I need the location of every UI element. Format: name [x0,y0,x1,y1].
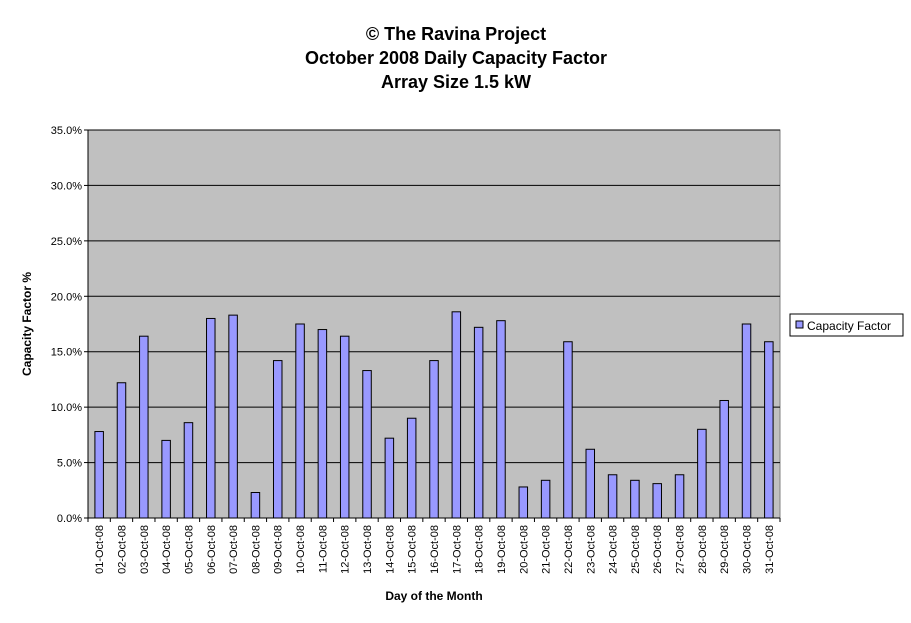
bar-26-Oct-08 [652,483,662,519]
legend-swatch [795,320,804,329]
bar-30-Oct-08 [741,323,752,519]
x-tick-label: 18-Oct-08 [474,525,486,574]
bar-29-Oct-08 [719,399,729,519]
bar-15-Oct-08 [406,417,417,519]
bar-11-Oct-08 [317,329,328,519]
x-tick-label: 12-Oct-08 [340,525,352,574]
y-tick-label: 30.0% [51,180,82,192]
x-tick-label: 17-Oct-08 [451,525,463,574]
x-tick-label: 04-Oct-08 [161,525,173,574]
x-tick-label: 16-Oct-08 [429,525,441,574]
x-tick-label: 26-Oct-08 [652,525,664,574]
y-tick-label: 20.0% [51,291,82,303]
chart-title: © The Ravina Project October 2008 Daily … [305,24,607,92]
y-tick-label: 0.0% [57,513,82,525]
x-tick-label: 01-Oct-08 [94,525,106,574]
x-tick-label: 20-Oct-08 [518,525,530,574]
y-tick-label: 5.0% [57,458,82,470]
bar-27-Oct-08 [674,474,685,519]
title-line-3: Array Size 1.5 kW [381,72,531,92]
bar-13-Oct-08 [362,370,372,519]
x-tick-label: 21-Oct-08 [541,525,553,574]
bar-18-Oct-08 [473,326,484,519]
x-tick-label: 15-Oct-08 [407,525,419,574]
x-tick-label: 27-Oct-08 [675,525,687,574]
bar-20-Oct-08 [518,486,529,519]
title-line-2: October 2008 Daily Capacity Factor [305,48,607,68]
bar-21-Oct-08 [540,479,551,519]
bar-12-Oct-08 [339,335,350,519]
bar-04-Oct-08 [161,439,171,519]
bar-08-Oct-08 [250,492,261,519]
y-tick-label: 15.0% [51,347,82,359]
x-tick-label: 19-Oct-08 [496,525,508,574]
x-tick-label: 10-Oct-08 [295,525,307,574]
x-tick-label: 13-Oct-08 [362,525,374,574]
x-tick-label: 14-Oct-08 [384,525,396,574]
x-tick-label: 23-Oct-08 [585,525,597,574]
y-tick-label: 35.0% [51,125,82,137]
y-tick-label: 25.0% [51,236,82,248]
x-axis-title: Day of the Month [385,589,482,603]
bar-24-Oct-08 [607,474,618,519]
x-tick-label: 02-Oct-08 [116,525,128,574]
x-tick-label: 24-Oct-08 [608,525,620,574]
bar-10-Oct-08 [295,323,305,519]
bar-22-Oct-08 [563,341,573,519]
legend-label: Capacity Factor [807,319,891,333]
bar-31-Oct-08 [764,341,774,519]
bar-14-Oct-08 [384,437,395,519]
x-tick-label: 09-Oct-08 [273,525,285,574]
bar-05-Oct-08 [183,422,194,519]
x-tick-label: 03-Oct-08 [139,525,151,574]
bar-03-Oct-08 [139,335,149,519]
legend-box [789,313,904,337]
x-tick-label: 08-Oct-08 [250,525,262,574]
y-tick-label: 10.0% [51,402,82,414]
bar-17-Oct-08 [451,311,462,519]
x-tick-label: 28-Oct-08 [697,525,709,574]
x-tick-label: 25-Oct-08 [630,525,642,574]
bar-01-Oct-08 [94,431,104,519]
bar-25-Oct-08 [630,479,640,519]
bar-19-Oct-08 [496,320,506,519]
bar-07-Oct-08 [228,314,238,519]
bar-09-Oct-08 [272,360,283,519]
x-tick-label: 22-Oct-08 [563,525,575,574]
y-axis-ticks: 0.0% 5.0% 10.0% 15.0% 20.0% 25.0% 30.0% 35.0% [51,125,88,525]
x-tick-label: 11-Oct-08 [317,525,329,573]
title-line-1: © The Ravina Project [366,24,546,44]
y-axis-title: Capacity Factor % [20,272,34,376]
x-axis-ticks: 01-Oct-08 02-Oct-08 03-Oct-08 04-Oct-08 05-O… [87,518,781,574]
x-tick-label: 07-Oct-08 [228,525,240,574]
x-tick-label: 31-Oct-08 [764,525,776,574]
bar-28-Oct-08 [697,428,707,519]
x-tick-label: 30-Oct-08 [742,525,754,574]
x-tick-label: 05-Oct-08 [183,525,195,574]
bar-16-Oct-08 [429,360,439,519]
x-tick-label: 06-Oct-08 [206,525,218,574]
x-tick-label: 29-Oct-08 [719,525,731,574]
legend: Capacity Factor [789,313,904,337]
bar-23-Oct-08 [585,448,596,519]
bar-06-Oct-08 [206,317,216,519]
bar-02-Oct-08 [116,382,127,519]
gridlines [88,129,780,464]
